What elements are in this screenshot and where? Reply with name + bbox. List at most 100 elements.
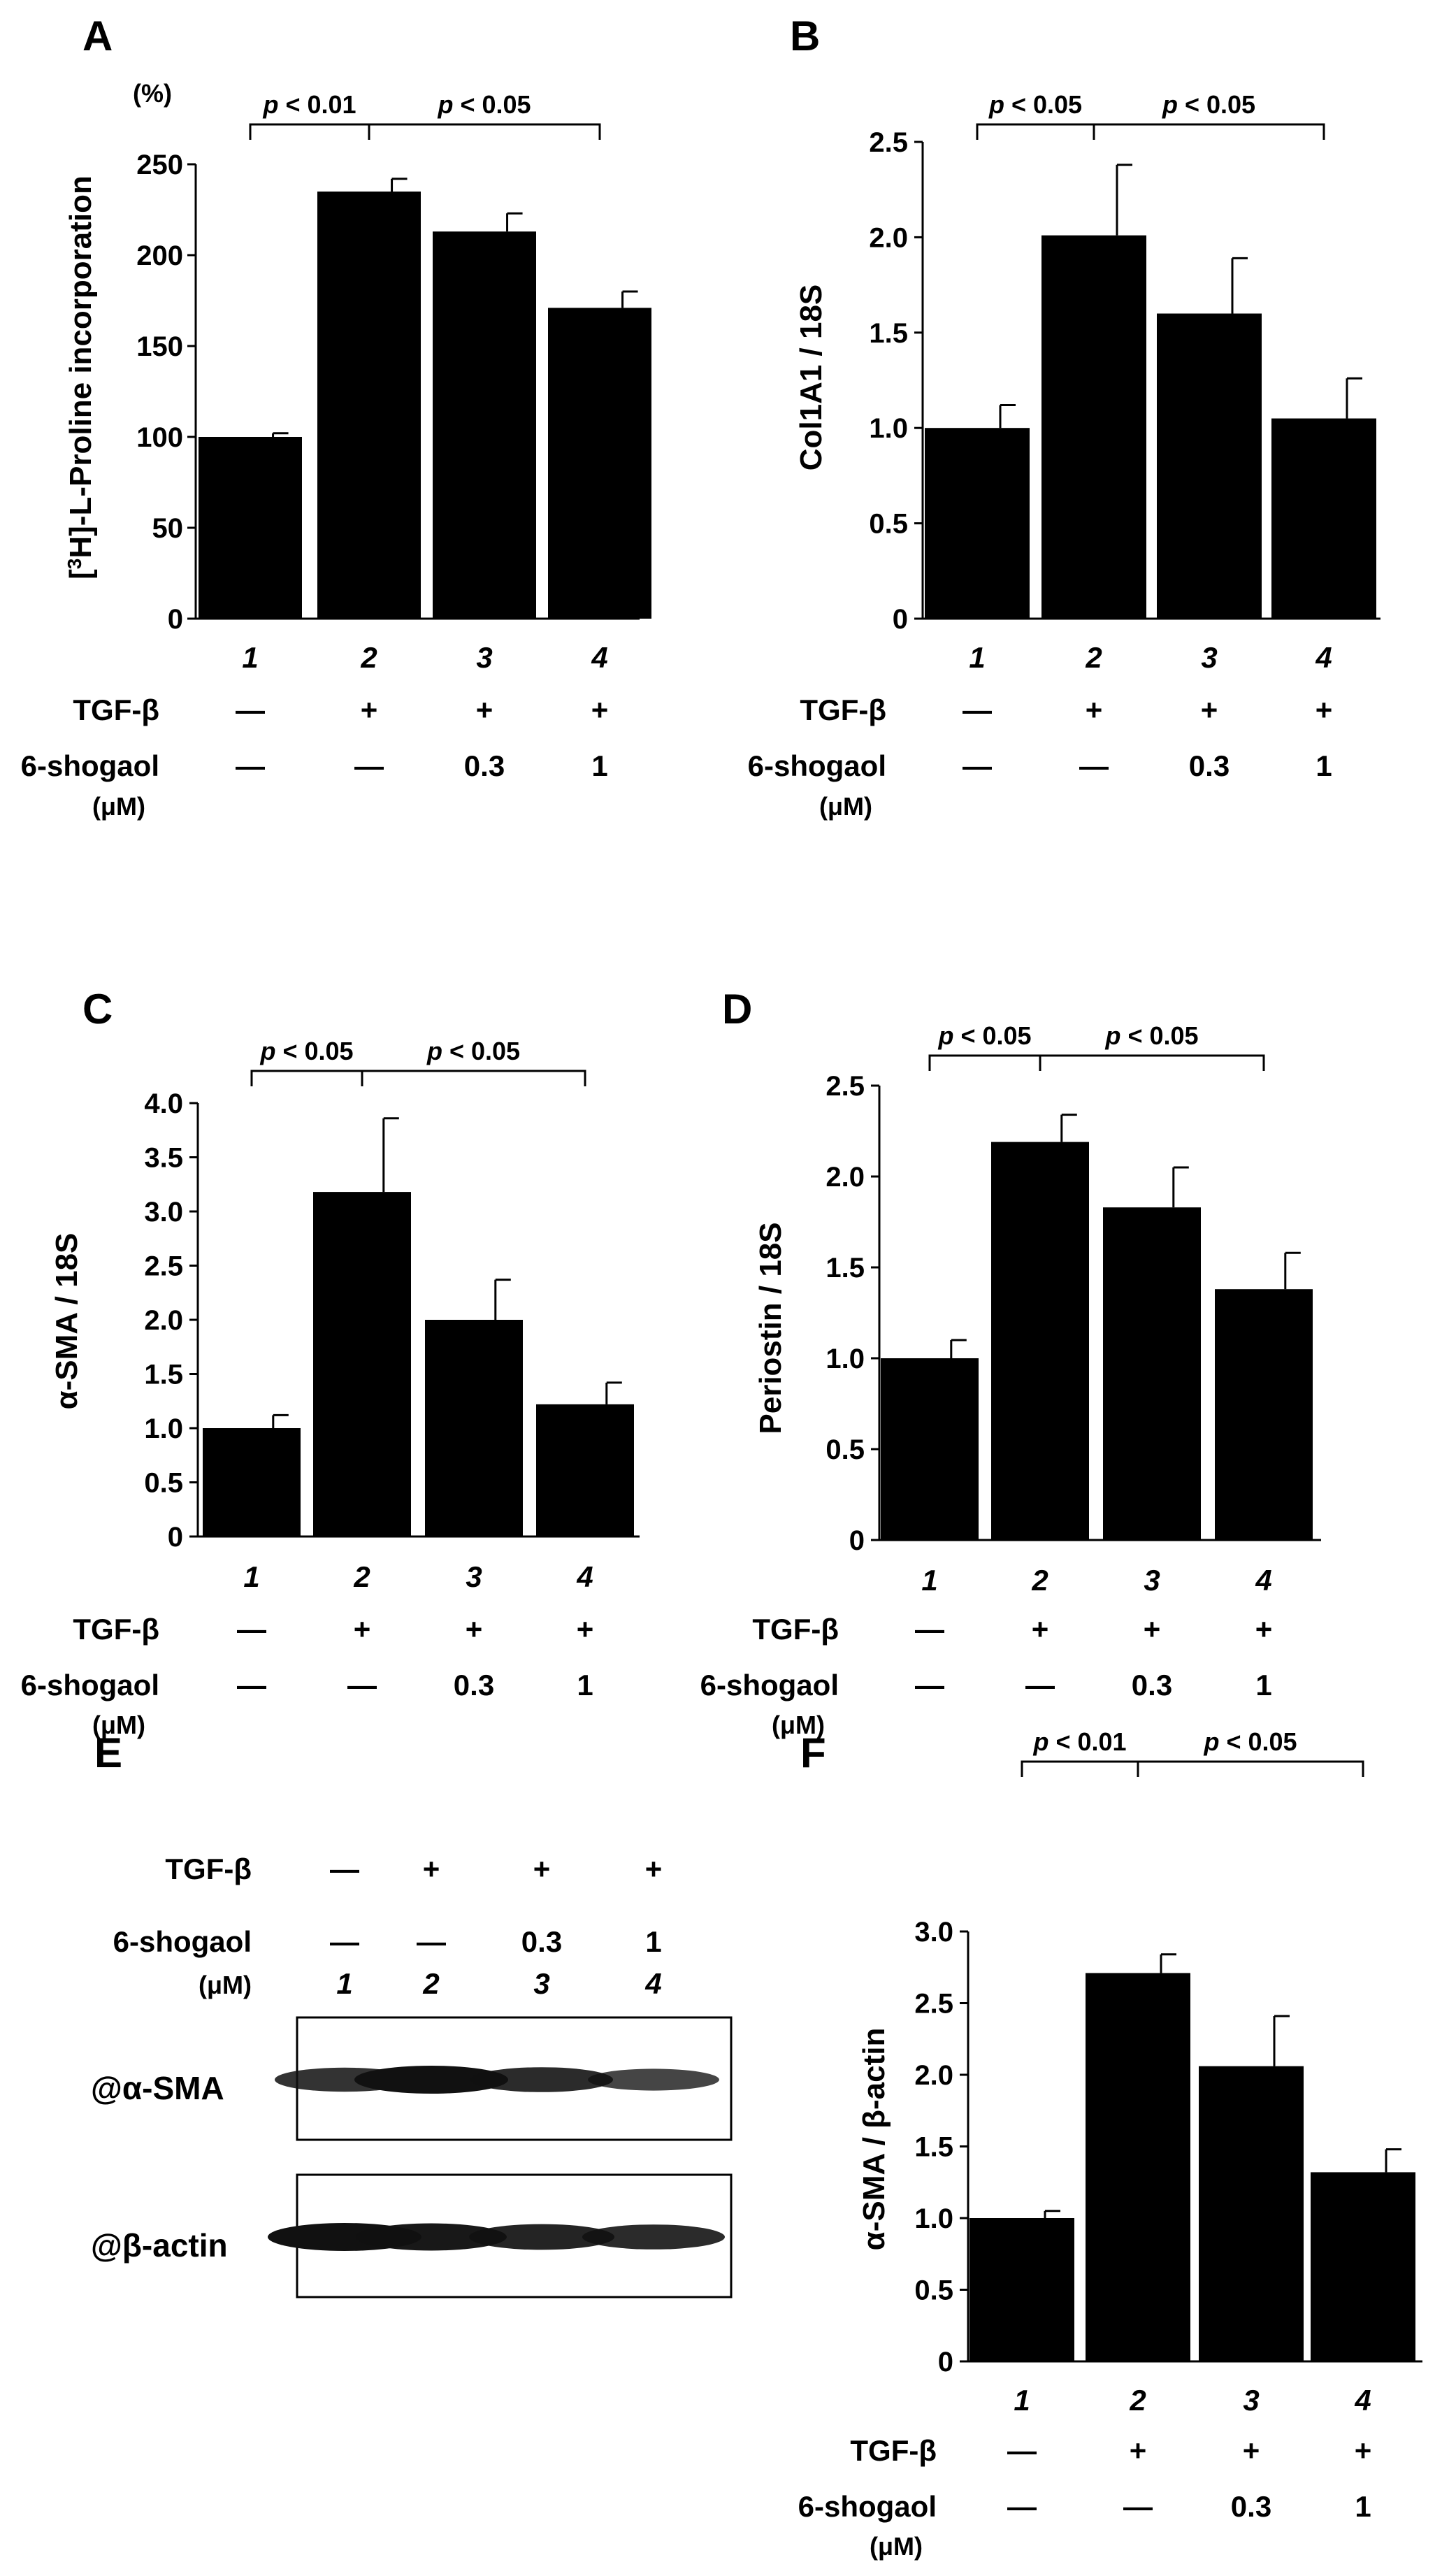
panel-D-p-threshold: < 0.05	[953, 1021, 1031, 1050]
panel-F-shogaol-value: —	[1123, 2490, 1153, 2523]
panel-D-category-label: 4	[1255, 1564, 1271, 1597]
panel-F-error-bars	[1044, 1953, 1401, 2218]
panel-D-tgf-value: —	[915, 1613, 944, 1646]
panel-D-p-symbol: p	[937, 1021, 953, 1050]
blot-band	[470, 2067, 613, 2092]
panel-A-bar	[548, 308, 651, 619]
panel-B-shogaol-value: 0.3	[1189, 749, 1230, 782]
panel-B-shogaol-label: 6-shogaol	[748, 749, 886, 782]
panel-B-ylabel: Col1A1 / 18S	[794, 285, 828, 471]
panel-A-category-label: 3	[476, 641, 492, 674]
panel-D-y-tick-label: 2.5	[826, 1071, 865, 1102]
panel-E-bands	[268, 2066, 725, 2251]
panel-D-letter: D	[722, 986, 752, 1032]
panel-E-lane-numbers: 1 2 3 4	[336, 1967, 661, 2000]
panel-D-bracket	[1039, 1054, 1265, 1071]
panel-C-letter: C	[82, 986, 113, 1032]
panel-A-p-symbol: p	[262, 90, 278, 119]
panel-A-error-bars	[272, 178, 638, 437]
panel-F-p-value: p < 0.01	[1032, 1727, 1126, 1756]
panel-F-p-symbol: p	[1203, 1727, 1219, 1756]
panel-B-p-symbol: p	[988, 90, 1004, 119]
panel-B-tgf-value: +	[1201, 693, 1218, 726]
panel-C-tgf-value: +	[577, 1613, 594, 1646]
panel-C-bar	[313, 1192, 411, 1537]
panel-B-category-label: 3	[1201, 641, 1217, 674]
panel-C-shogaol-unit: (μM)	[92, 1711, 145, 1739]
panel-F-category-label: 1	[1014, 2384, 1030, 2417]
panel-D-error-bars	[950, 1114, 1301, 1358]
panel-A-categories: 1 2 3 4	[242, 641, 607, 674]
panel-C-axes	[196, 1103, 640, 1538]
panel-C-category-label: 3	[466, 1560, 482, 1593]
panel-C-p-value: p < 0.05	[426, 1037, 520, 1065]
panel-D-shogaol-value: —	[1025, 1669, 1055, 1701]
panel-E: E TGF-β 6-shogaol (μM) — + + + — — 0.3 1 1 2 3 4 @…	[91, 1729, 733, 2298]
panel-B-categories: 1 2 3 4	[969, 641, 1332, 674]
panel-D-bars	[881, 1142, 1313, 1540]
panel-F-y-tick-label: 1.0	[914, 2203, 953, 2234]
panel-C: C α-SMA / 18S 00.51.01.52.02.53.03.54.0 …	[21, 986, 640, 1739]
panel-C-shogaol-value: —	[237, 1669, 266, 1701]
blot-shogaol-value: —	[330, 1925, 359, 1958]
panel-E-tgf-label: TGF-β	[165, 1852, 252, 1885]
panel-C-y-tick-label: 0	[168, 1522, 183, 1553]
panel-F-bracket	[1137, 1760, 1364, 1777]
panel-B: B Col1A1 / 18S 0 0.5 1.0 1.5 2.0 2.5 p < 0.05…	[748, 13, 1380, 821]
blot-tgf-value: +	[533, 1852, 551, 1885]
panel-F-tgf-value: +	[1355, 2434, 1372, 2467]
panel-B-p-value: p < 0.05	[1162, 90, 1255, 119]
panel-C-bracket	[361, 1070, 586, 1086]
panel-B-tgf-value: —	[963, 693, 992, 726]
panel-B-tgf-value: +	[1086, 693, 1103, 726]
panel-C-tgf-label: TGF-β	[73, 1613, 159, 1646]
panel-B-bars	[925, 235, 1376, 619]
panel-A-p-symbol: p	[437, 90, 453, 119]
panel-C-y-tick-label: 1.0	[144, 1413, 183, 1444]
panel-B-axes	[921, 142, 1380, 620]
panel-C-p-symbol: p	[426, 1037, 442, 1065]
panel-F-tgf-value: +	[1130, 2434, 1147, 2467]
panel-C-shogaol-label: 6-shogaol	[21, 1669, 159, 1701]
panel-B-shogaol-value: —	[963, 749, 992, 782]
panel-F-bar	[1086, 1973, 1190, 2361]
panel-D-category-label: 2	[1031, 1564, 1048, 1597]
panel-D-shogaol-label: 6-shogaol	[700, 1669, 839, 1701]
panel-F-p-value: p < 0.05	[1203, 1727, 1297, 1756]
panel-C-p-value: p < 0.05	[259, 1037, 353, 1065]
panel-B-category-label: 2	[1085, 641, 1102, 674]
panel-F-category-label: 4	[1354, 2384, 1371, 2417]
panel-C-p-threshold: < 0.05	[275, 1037, 353, 1065]
blot-band	[354, 2066, 508, 2094]
panel-A: A (%) [3H]-L-Proline incorporation 05010…	[21, 13, 651, 821]
panel-A-letter: A	[82, 13, 113, 59]
panel-D-shogaol-value: —	[915, 1669, 944, 1701]
panel-A-bracket	[249, 123, 370, 140]
panel-A-category-label: 1	[242, 641, 258, 674]
panel-C-bar	[203, 1428, 301, 1537]
panel-B-p-threshold: < 0.05	[1178, 90, 1255, 119]
panel-D-conditions: TGF-β 6-shogaol (μM) — + + + — — 0.3 1	[700, 1613, 1273, 1739]
panel-B-bracket	[976, 123, 1095, 140]
panel-A-tgf-label: TGF-β	[73, 693, 159, 726]
blot-shogaol-value: 1	[645, 1925, 661, 1958]
panel-A-shogaol-unit: (μM)	[92, 792, 145, 821]
panel-D-axes	[878, 1086, 1321, 1541]
panel-B-category-label: 1	[969, 641, 985, 674]
panel-C-tgf-value: —	[237, 1613, 266, 1646]
panel-A-tgf-value: —	[236, 693, 265, 726]
panel-D-bar	[991, 1142, 1089, 1540]
panel-F-bracket	[1021, 1760, 1139, 1777]
panel-B-p-threshold: < 0.05	[1004, 90, 1082, 119]
panel-F-shogaol-unit: (μM)	[870, 2532, 923, 2561]
blot-shogaol-value: —	[417, 1925, 446, 1958]
panel-D-tgf-value: +	[1144, 1613, 1161, 1646]
panel-B-shogaol-value: —	[1079, 749, 1109, 782]
blot-tgf-value: +	[423, 1852, 440, 1885]
panel-A-y-tick-label: 150	[136, 331, 183, 362]
panel-F-bars	[969, 1973, 1415, 2361]
blot-band	[588, 2068, 719, 2091]
panel-A-p-threshold: < 0.05	[453, 90, 531, 119]
panel-C-bar	[536, 1404, 634, 1537]
